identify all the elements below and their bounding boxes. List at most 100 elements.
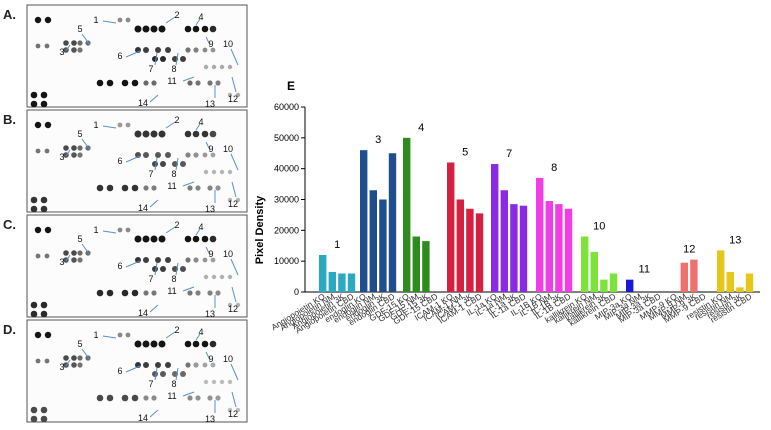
bar: [545, 201, 553, 292]
blot-spot: [71, 47, 77, 53]
blot-spot: [125, 227, 131, 233]
blot-spot: [150, 235, 158, 243]
blot-spot: [155, 257, 161, 263]
blot-spot: [131, 394, 139, 402]
group-number-label: 4: [418, 122, 424, 134]
blot-spot: [96, 184, 104, 192]
blot-spot: [160, 266, 166, 272]
bar: [590, 251, 598, 292]
blot-pointer-line: [231, 181, 237, 198]
blot-spot: [160, 371, 166, 377]
y-tick-label: 40000: [274, 164, 299, 174]
blot-spot: [219, 379, 225, 385]
blot-spot: [235, 92, 241, 98]
blot-pointer-line: [175, 157, 179, 171]
blot-spot: [40, 196, 48, 204]
blot-spot: [180, 56, 186, 62]
blot-spot-number: 13: [205, 414, 215, 424]
blot-spot-number: 3: [59, 362, 64, 372]
blot-spot: [235, 197, 241, 203]
blot-spot-number: 1: [93, 330, 98, 340]
blot-spot: [215, 185, 221, 191]
blot-spot: [207, 185, 213, 191]
blot-spot: [155, 47, 161, 53]
bar: [447, 162, 455, 292]
blot-spot: [185, 362, 191, 368]
blot-spot: [134, 235, 142, 243]
blot-spot: [30, 406, 38, 414]
bar: [338, 273, 346, 292]
blot-pointer-line: [195, 18, 201, 26]
blot-spot: [180, 266, 186, 272]
blot-spot: [152, 266, 158, 272]
blot-spot: [125, 17, 131, 23]
blot-spot: [44, 226, 52, 234]
blot-pointer-line: [205, 36, 211, 46]
blot-spot: [187, 185, 193, 191]
blot-spot: [201, 340, 209, 348]
blot-spot-number: 4: [198, 12, 203, 22]
bar: [581, 236, 589, 292]
blot-spot: [203, 64, 209, 70]
blot-spot-number: 14: [138, 203, 148, 213]
blot-spot: [227, 169, 233, 175]
blot-pointer-line: [182, 286, 195, 292]
blot-spot: [215, 80, 221, 86]
bar: [360, 150, 368, 292]
blot-spot: [151, 290, 157, 296]
blot-pointer-line: [65, 44, 71, 52]
blot-spot: [71, 257, 77, 263]
blot-spot-number: 5: [77, 129, 82, 139]
blot-spot: [165, 257, 171, 263]
blot-spot: [211, 274, 217, 280]
blot-spot-number: 11: [167, 76, 176, 86]
blot-spot-number: 9: [208, 144, 213, 154]
blot-spot: [180, 161, 186, 167]
bar: [745, 273, 754, 292]
blot-spot-number: 6: [117, 51, 122, 61]
blot-spot: [209, 25, 217, 33]
blot-spot: [35, 253, 41, 259]
blot-spot: [143, 362, 149, 368]
blot-spot: [143, 152, 149, 158]
blot-spot: [152, 56, 158, 62]
blot-pointer-line: [230, 363, 239, 381]
bar: [422, 241, 430, 292]
blot-spot: [187, 395, 193, 401]
blot-spot: [106, 394, 114, 402]
blot-spot: [155, 152, 161, 158]
blot-spot: [227, 379, 233, 385]
blot-spot: [30, 310, 38, 318]
blot-spot: [30, 196, 38, 204]
group-number-label: 12: [683, 244, 695, 256]
bar: [328, 271, 336, 292]
blot-spot: [63, 145, 69, 151]
blot-spot: [193, 257, 199, 263]
blot-spot: [152, 161, 158, 167]
blot-pointer-line: [195, 123, 201, 131]
blot-spot-number: 1: [93, 15, 98, 25]
blot-spot: [71, 40, 77, 46]
blot-spot-number: 14: [138, 308, 148, 318]
blot-spot: [131, 289, 139, 297]
blot-spot: [30, 91, 38, 99]
blot-spot: [152, 371, 158, 377]
blot-spot: [210, 362, 216, 368]
blot-spot-number: 11: [167, 286, 176, 296]
blot-pointer-line: [125, 50, 141, 58]
blot-spot: [207, 80, 213, 86]
blot-pointer-line: [230, 153, 239, 171]
blot-spot-number: 6: [117, 366, 122, 376]
bar: [600, 279, 608, 292]
blot-spot-number: 12: [228, 304, 238, 314]
figure-panel-letter: E: [287, 79, 295, 93]
blot-pointer-line: [149, 409, 159, 418]
blot-spot-number: 3: [59, 47, 64, 57]
blot-spot: [193, 362, 199, 368]
blot-spot: [117, 122, 123, 128]
blot-panel-letter: C.: [3, 217, 16, 232]
blot-spot-number: 7: [148, 64, 153, 74]
blot-spot: [71, 250, 77, 256]
blot-spot: [155, 362, 161, 368]
